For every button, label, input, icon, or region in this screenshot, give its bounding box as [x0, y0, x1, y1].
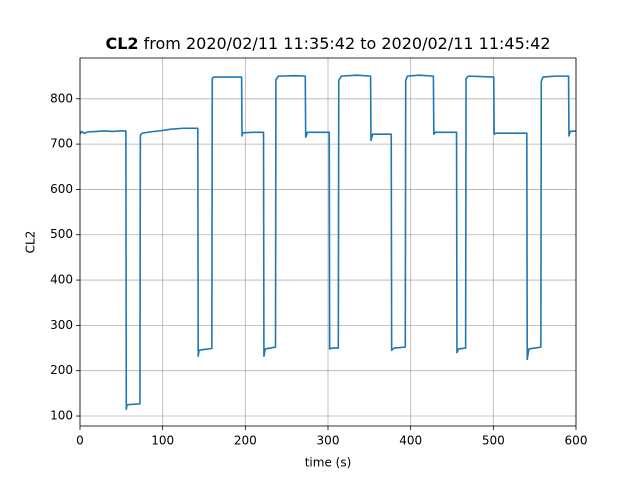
x-tick-label: 600: [565, 434, 588, 448]
x-tick-label: 0: [76, 434, 84, 448]
title-bold: CL2: [105, 34, 138, 53]
x-tick-label: 300: [317, 434, 340, 448]
y-tick-label: 800: [50, 91, 73, 105]
x-tick-label: 100: [151, 434, 174, 448]
y-tick-label: 500: [50, 227, 73, 241]
title-text: from 2020/02/11 11:35:42 to 2020/02/11 1…: [144, 34, 551, 53]
x-tick-label: 200: [234, 434, 257, 448]
y-tick-label: 400: [50, 273, 73, 287]
x-tick-label: 500: [482, 434, 505, 448]
plot-frame: [79, 57, 577, 427]
y-tick-label: 100: [50, 409, 73, 423]
data-line: [79, 74, 577, 411]
y-axis-label: CL2: [24, 231, 38, 254]
y-tick-label: 700: [50, 137, 73, 151]
chart-title: CL2 from 2020/02/11 11:35:42 to 2020/02/…: [105, 34, 550, 53]
x-axis-label: time (s): [305, 456, 352, 470]
x-tick-label: 400: [399, 434, 422, 448]
y-tick-label: 200: [50, 363, 73, 377]
y-tick-label: 300: [50, 318, 73, 332]
y-tick-label: 600: [50, 182, 73, 196]
